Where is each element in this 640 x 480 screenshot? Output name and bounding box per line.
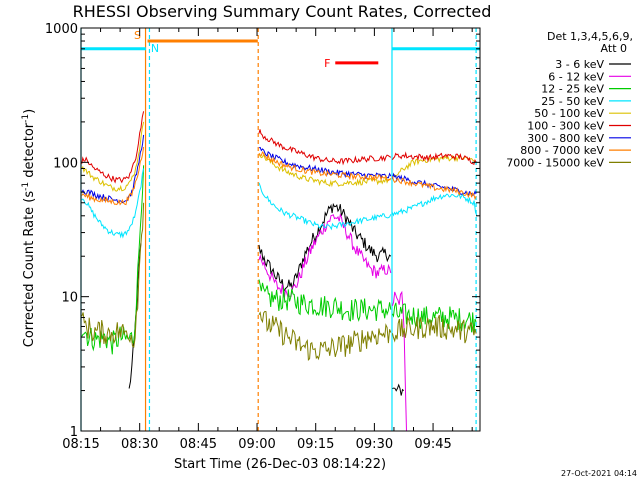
legend-label: 300 - 800 keV (527, 132, 604, 145)
legend-entry: 12 - 25 keV (541, 83, 631, 96)
y-axis-label-part: Corrected Count Rate (s (22, 191, 37, 348)
series-trace (391, 314, 477, 344)
series-trace (391, 151, 477, 166)
x-tick-label: 08:45 (180, 437, 217, 452)
annotation-flare: F (324, 57, 379, 70)
series-trace (81, 121, 145, 192)
annotation-night: N (81, 42, 159, 55)
x-tick-label: 09:45 (414, 437, 451, 452)
y-tick-label: 10 (61, 291, 78, 306)
series-trace (392, 383, 405, 396)
legend-entry: 800 - 7000 keV (520, 144, 631, 157)
legend-entry: 3 - 6 keV (555, 58, 631, 71)
x-tick-label: 08:30 (121, 437, 158, 452)
legend-label: 3 - 6 keV (555, 58, 604, 71)
series-trace (391, 172, 477, 197)
series-trace (258, 182, 392, 231)
plot-area: SN F (80, 28, 480, 432)
x-axis: 08:15 08:30 08:45 09:00 09:15 09:30 09:45 (62, 28, 473, 452)
x-tick-label: 09:30 (356, 437, 393, 452)
footer-timestamp: 27-Oct-2021 04:14 (561, 469, 637, 478)
x-tick-label: 08:15 (62, 437, 99, 452)
y-axis-label-exponent: -1 (21, 114, 31, 123)
series-trace (81, 111, 145, 184)
series-7000-15000-kev-kev (81, 202, 477, 361)
legend-entry: 6 - 12 keV (548, 70, 631, 83)
y-axis-label: Corrected Count Rate (s-1 detector-1) (21, 109, 37, 347)
legend-label: 25 - 50 keV (541, 95, 604, 108)
series-100-300-kev-kev (81, 111, 477, 184)
x-axis-label: Start Time (26-Dec-03 08:14:22) (174, 457, 386, 472)
legend-entry: 300 - 800 keV (527, 132, 631, 145)
y-tick-label: 100 (53, 156, 78, 171)
legend-label: 6 - 12 keV (548, 70, 604, 83)
legend-entry: 7000 - 15000 keV (506, 156, 631, 169)
series-trace (81, 202, 145, 348)
legend-attenuator-header: Att 0 (601, 42, 627, 55)
annotation-saa: S (134, 29, 258, 43)
y-tick-label: 1 (70, 425, 78, 440)
series-trace (258, 279, 392, 322)
legend-entry: 50 - 100 keV (534, 107, 631, 120)
y-axis: 1 10 100 1000 (45, 22, 480, 440)
series-25-50-kev-kev (81, 168, 478, 239)
y-axis-label-part: detector (22, 122, 37, 182)
series-trace (258, 146, 392, 179)
series-800-7000-kev-kev (81, 146, 477, 206)
flare-label: F (324, 57, 330, 70)
y-tick-label: 1000 (45, 22, 78, 37)
legend-detector-header: Det 1,3,4,5,6,9, (547, 30, 633, 43)
series-trace (81, 168, 145, 239)
y-axis-label-part: ) (22, 109, 37, 114)
series-trace (258, 202, 392, 292)
series-trace (258, 151, 392, 183)
legend-entry: 25 - 50 keV (541, 95, 631, 108)
plot-frame (80, 27, 481, 432)
series-trace (258, 310, 392, 361)
series-trace (258, 213, 392, 298)
legend-label: 50 - 100 keV (534, 107, 604, 120)
legend-entry: 100 - 300 keV (527, 120, 631, 133)
series-trace (258, 129, 392, 166)
night-label: N (151, 42, 159, 55)
series-trace (391, 176, 477, 201)
legend-label: 100 - 300 keV (527, 120, 604, 133)
x-tick-label: 09:15 (297, 437, 334, 452)
legend-label: 12 - 25 keV (541, 83, 604, 96)
series-trace (391, 192, 478, 217)
y-axis-label-exponent: -1 (21, 182, 31, 191)
legend-label: 7000 - 15000 keV (506, 156, 604, 169)
series-trace (81, 146, 145, 206)
x-tick-label: 09:00 (238, 437, 275, 452)
saa-label: S (134, 29, 141, 42)
chart-title: RHESSI Observing Summary Count Rates, Co… (73, 2, 492, 21)
legend-label: 800 - 7000 keV (520, 144, 604, 157)
